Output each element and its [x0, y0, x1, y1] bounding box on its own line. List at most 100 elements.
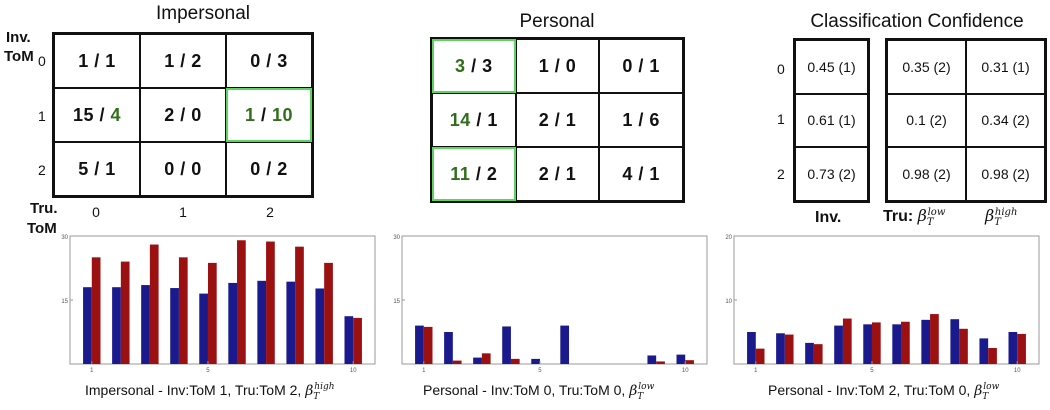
- beta-glyph-2: β: [985, 206, 995, 225]
- matrix-cell: 14 / 1: [432, 93, 516, 147]
- col-label-0: 0: [92, 204, 100, 220]
- matrix-cell: 3 / 3: [432, 39, 516, 93]
- bar: [141, 285, 150, 364]
- cell-value-a: 2: [164, 104, 175, 125]
- bar: [178, 257, 188, 364]
- confidence-title: Classification Confidence: [810, 11, 1024, 32]
- matrix-cell: 11 / 2: [432, 147, 516, 201]
- cell-separator: /: [174, 50, 192, 71]
- caption-chart-2: Personal - Inv:ToM 2, Tru:ToM 0, βTlow: [768, 382, 1004, 402]
- conf-row-label-2: 2: [777, 166, 785, 182]
- confidence-inv-column: 0.45 (1) 0.61 (1) 0.73 (2): [793, 38, 870, 203]
- caption-0-sup: high: [314, 382, 335, 393]
- cell-value-a: 1: [244, 104, 256, 125]
- bar: [344, 316, 354, 364]
- cell-value-a: 15: [72, 104, 94, 125]
- cell-value-a: 3: [455, 55, 466, 76]
- bar: [988, 348, 997, 364]
- bar: [647, 355, 657, 364]
- cell-separator: /: [549, 55, 566, 76]
- cell-value-b: 1: [565, 163, 577, 184]
- matrix-cell: 1 / 10: [226, 88, 312, 142]
- matrix-cell: 0 / 1: [599, 39, 683, 93]
- cell-separator: /: [174, 158, 192, 179]
- bar: [481, 353, 491, 364]
- confidence-high-cell: 0.31 (1): [966, 40, 1045, 94]
- bar: [415, 325, 424, 364]
- cell-value-b: 0: [191, 158, 202, 179]
- bar: [1008, 332, 1018, 364]
- y-tick-label: 30: [393, 235, 400, 241]
- cell-separator: /: [470, 109, 488, 130]
- cell-value-b: 1: [105, 158, 116, 179]
- bar: [286, 281, 296, 364]
- tom-axis-label: ToM: [4, 48, 34, 65]
- caption-0-sub: T: [313, 391, 320, 402]
- caption-2-sub: T: [982, 391, 989, 402]
- bar: [149, 244, 159, 364]
- bar: [901, 321, 910, 364]
- bar: [892, 324, 902, 364]
- x-tick-label: 5: [870, 368, 874, 372]
- cell-value-a: 2: [538, 163, 550, 184]
- confidence-inv-cell: 0.45 (1): [795, 40, 868, 94]
- bar: [423, 326, 433, 364]
- matrix-cell: 1 / 0: [515, 39, 600, 93]
- matrix-cell: 15 / 4: [54, 88, 140, 142]
- confidence-low-cell: 0.1 (2): [887, 93, 966, 148]
- cell-separator: /: [94, 104, 111, 125]
- bar: [112, 287, 121, 364]
- x-tick-label: 1: [754, 368, 758, 372]
- bar: [921, 319, 931, 364]
- matrix-cell: 0 / 3: [226, 34, 312, 88]
- bar: [452, 360, 462, 364]
- bar: [199, 293, 208, 364]
- bar: [656, 361, 665, 364]
- matrix-cell: 0 / 2: [226, 142, 312, 196]
- cell-separator: /: [465, 55, 483, 76]
- cell-separator: /: [632, 109, 650, 130]
- cell-separator: /: [632, 163, 650, 184]
- bar: [776, 333, 785, 364]
- conf-row-label-1: 1: [777, 111, 785, 127]
- cell-value-a: 1: [78, 50, 89, 71]
- bar: [473, 357, 482, 364]
- bar: [266, 241, 275, 364]
- bar: [257, 280, 267, 364]
- caption-1-text: Personal - Inv:ToM 0, Tru:ToM 0,: [423, 382, 630, 398]
- bar: [228, 282, 238, 364]
- cell-separator: /: [88, 50, 106, 71]
- caption-chart-0: Impersonal - Inv:ToM 1, Tru:ToM 2, βThig…: [85, 382, 340, 402]
- conf-footer-tru-label: Tru:: [883, 208, 914, 225]
- bar: [834, 325, 843, 364]
- caption-2-beta: βTlow: [974, 382, 1004, 402]
- row-label-2: 2: [38, 162, 46, 178]
- personal-title: Personal: [519, 11, 595, 32]
- bar: [324, 262, 333, 364]
- confidence-high-cell: 0.34 (2): [966, 93, 1045, 148]
- beta-sub-t: T: [926, 217, 934, 229]
- bar: [784, 334, 794, 364]
- bar: [950, 319, 960, 364]
- matrix-cell: 1 / 6: [599, 93, 683, 147]
- confidence-high-cell: 0.98 (2): [966, 147, 1045, 201]
- x-tick-label: 5: [206, 368, 210, 372]
- cell-value-b: 0: [191, 104, 202, 125]
- cell-value-a: 2: [538, 109, 550, 130]
- caption-1-sub: T: [637, 391, 644, 402]
- bar: [315, 288, 325, 364]
- conf-footer-inv: Inv.: [815, 209, 842, 226]
- bar: [295, 246, 304, 364]
- tom-axis-label-2: ToM: [27, 220, 57, 237]
- matrix-cell: 0 / 0: [140, 142, 226, 196]
- bar: [560, 325, 570, 364]
- bar: [207, 262, 217, 364]
- cell-separator: /: [470, 163, 487, 184]
- bar: [237, 240, 246, 364]
- cell-separator: /: [174, 104, 192, 125]
- bar: [755, 348, 765, 364]
- bar: [91, 257, 101, 364]
